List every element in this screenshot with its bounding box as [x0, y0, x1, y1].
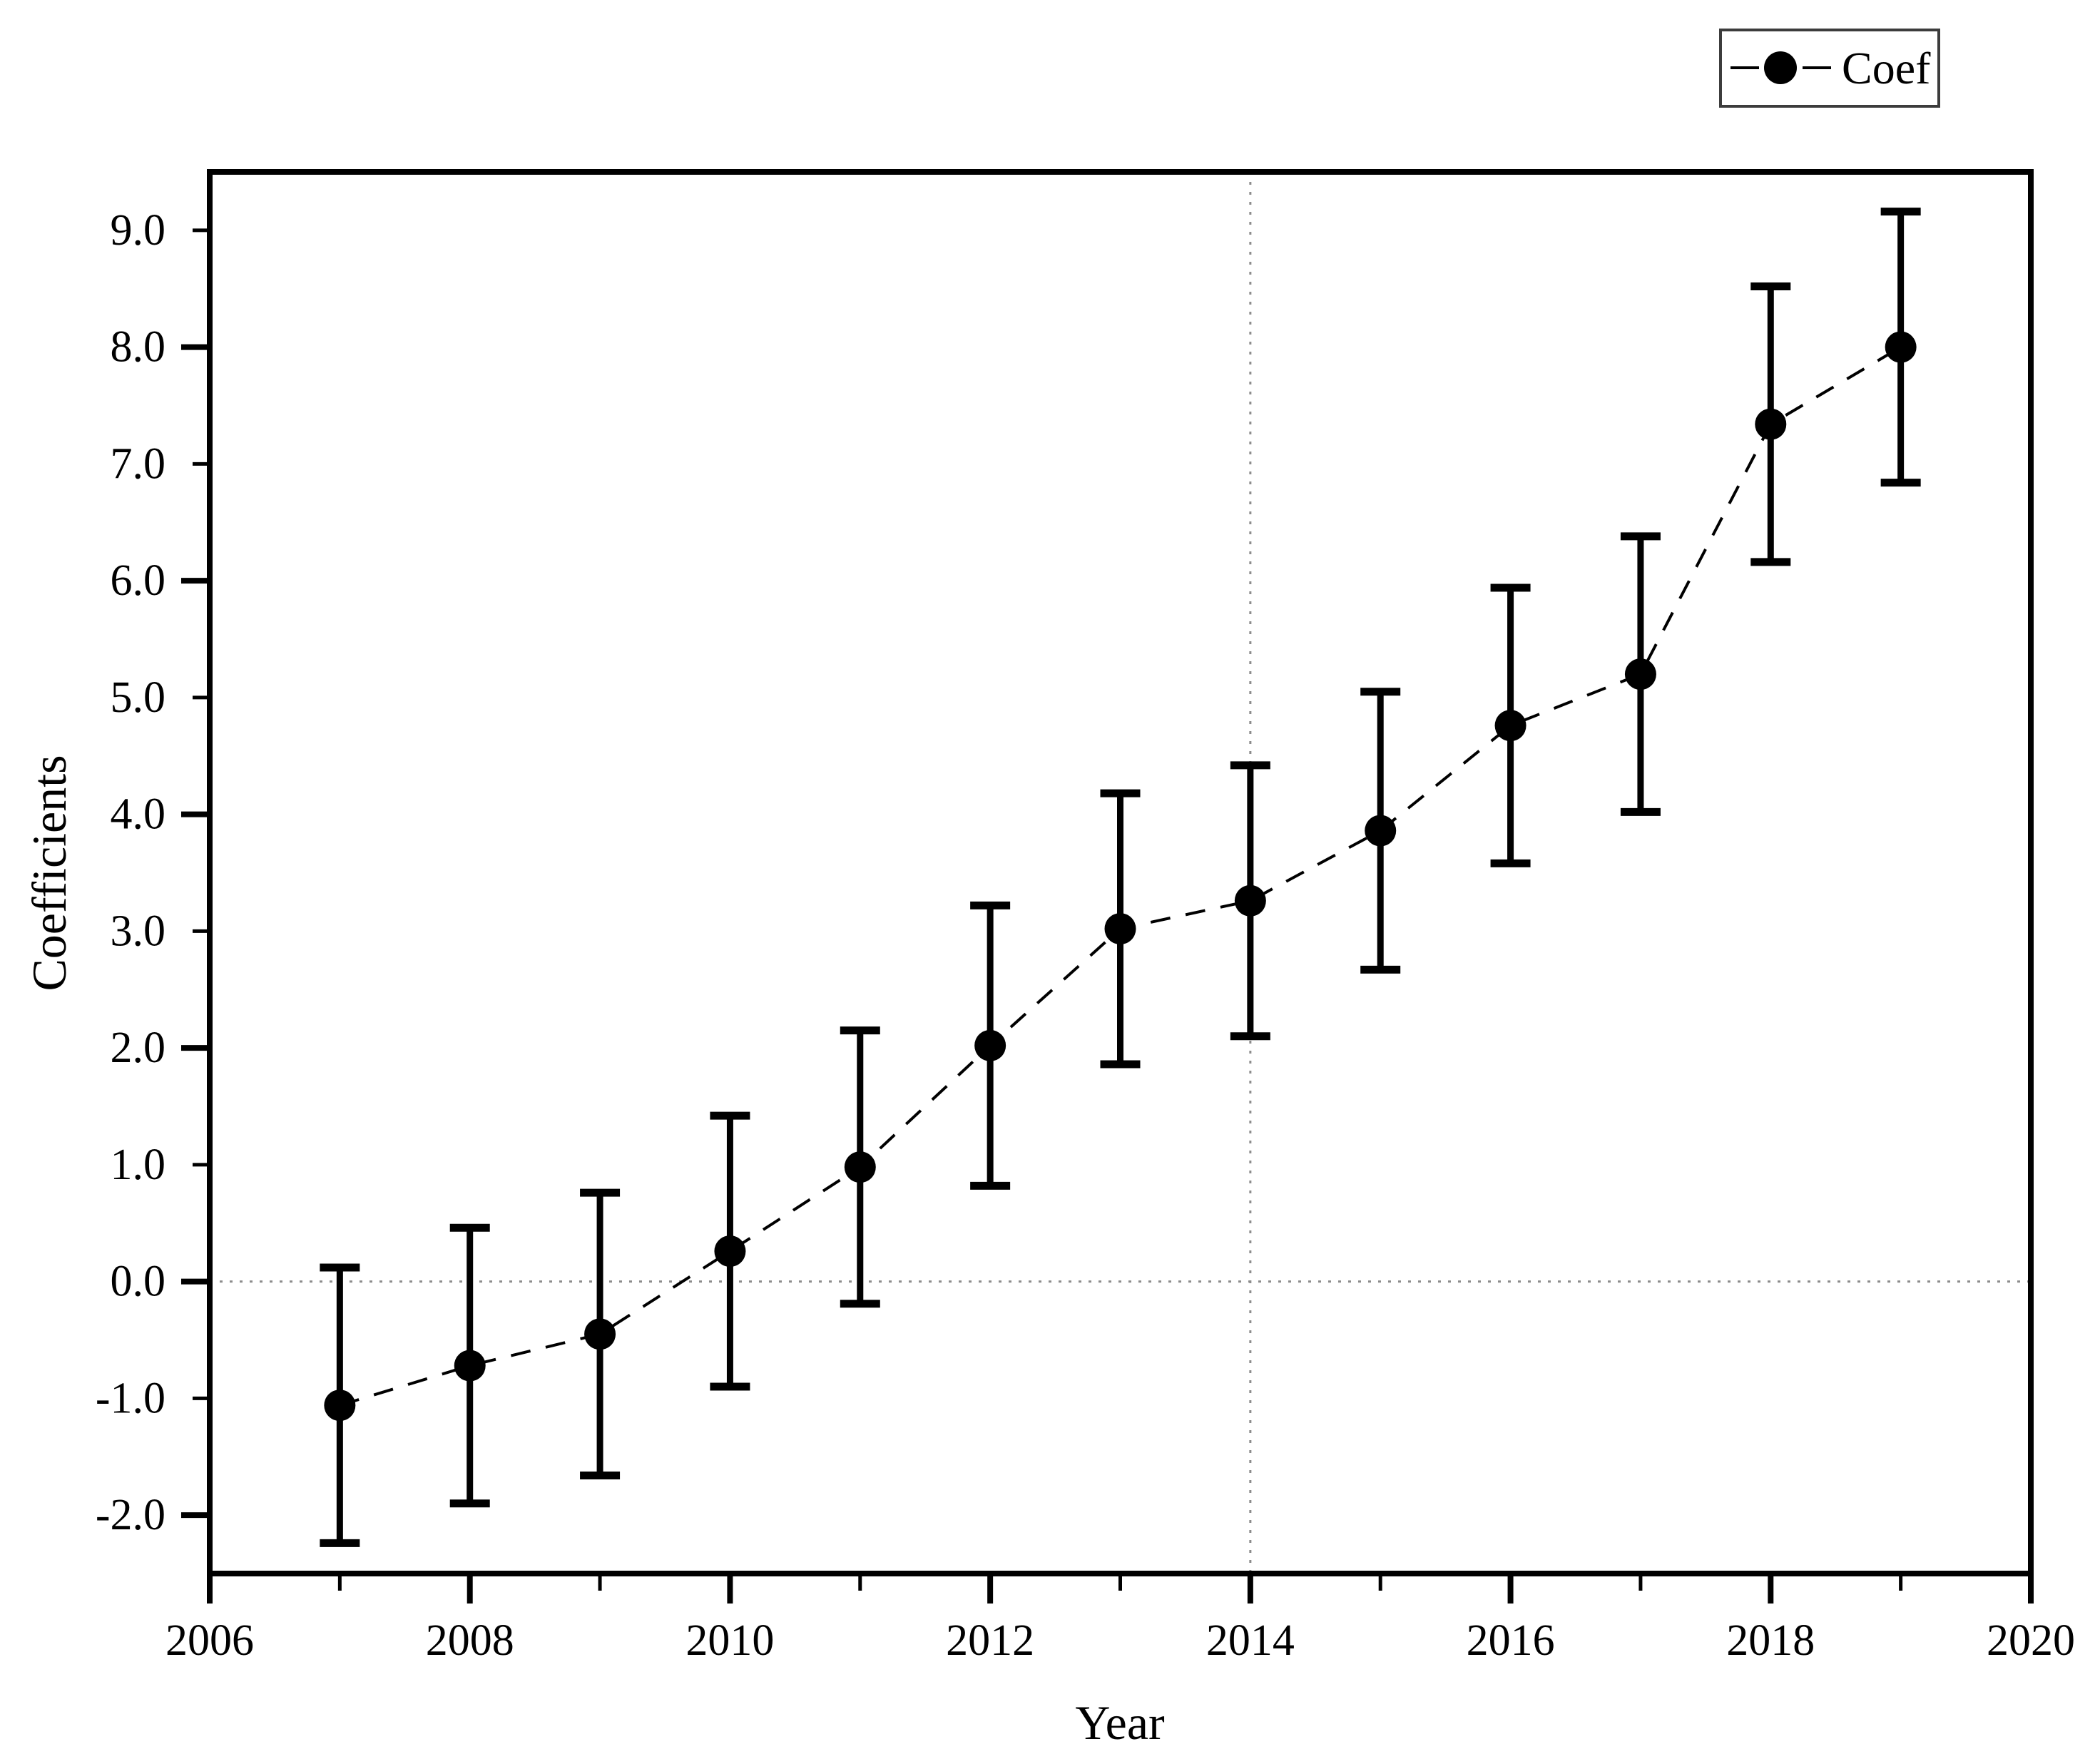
legend: Coef	[1719, 29, 1940, 108]
x-tick-label: 2006	[165, 1616, 254, 1665]
y-tick-label: 1.0	[111, 1141, 166, 1189]
y-tick-label: 7.0	[111, 439, 166, 488]
legend-entry-label: Coef	[1842, 43, 1931, 93]
plot-frame-layer	[207, 169, 2034, 1576]
data-point-2008	[454, 1350, 486, 1382]
x-tick-label: 2020	[1987, 1616, 2075, 1665]
x-tick-label: 2016	[1467, 1616, 1555, 1665]
y-tick-label: -1.0	[96, 1374, 165, 1422]
y-tick-label: 9.0	[111, 206, 166, 255]
x-tick-label: 2014	[1206, 1616, 1295, 1665]
data-point-2014	[1234, 884, 1266, 917]
data-point-2018	[1755, 408, 1787, 440]
y-tick-label: 4.0	[111, 790, 166, 839]
data-point-2015	[1365, 815, 1397, 847]
data-point-2010	[714, 1235, 746, 1268]
y-tick-label: 8.0	[111, 323, 166, 372]
x-tick-label: 2008	[426, 1616, 514, 1665]
y-tick-label: -2.0	[96, 1491, 165, 1539]
x-tick-label: 2018	[1726, 1616, 1815, 1665]
data-point-2019	[1885, 331, 1917, 363]
data-point-2017	[1624, 658, 1656, 690]
data-point-2007	[324, 1390, 356, 1422]
y-axis-title: Coefficients	[22, 755, 76, 991]
y-tick-label: 5.0	[111, 673, 166, 722]
data-point-2009	[584, 1318, 616, 1350]
x-tick-label: 2010	[685, 1616, 774, 1665]
data-point-2016	[1494, 710, 1526, 742]
axis-ticks-layer	[181, 228, 2034, 1604]
y-tick-label: 0.0	[111, 1258, 166, 1306]
data-point-2013	[1104, 913, 1136, 945]
x-tick-label: 2012	[946, 1616, 1034, 1665]
x-axis-title: Year	[1075, 1696, 1165, 1750]
data-series-layer	[320, 208, 1921, 1547]
y-tick-label: 3.0	[111, 907, 166, 955]
data-point-2011	[844, 1151, 876, 1183]
plot-frame	[207, 169, 2034, 1576]
legend-marker-icon	[1764, 51, 1797, 84]
y-tick-label: 6.0	[111, 556, 166, 605]
y-tick-label: 2.0	[111, 1024, 166, 1072]
data-point-2012	[974, 1029, 1006, 1061]
axis-tick-labels-layer: -2.0 -1.0 0.0 1.0 2.0 3.0 4.0 5.0 6.0 7.0 8.0 9.0 20…	[96, 206, 2075, 1665]
